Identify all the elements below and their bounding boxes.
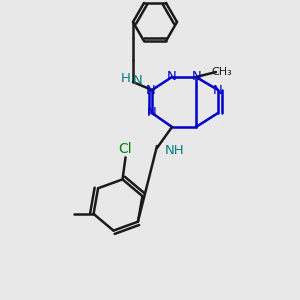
Text: NH: NH	[165, 143, 184, 157]
Text: Cl: Cl	[119, 142, 132, 156]
Text: N: N	[146, 83, 156, 97]
Text: H: H	[121, 73, 131, 85]
Text: N: N	[133, 74, 143, 86]
Text: N: N	[192, 70, 202, 83]
Text: CH₃: CH₃	[212, 67, 233, 77]
Text: N: N	[213, 83, 223, 97]
Text: N: N	[167, 70, 177, 83]
Text: N: N	[147, 106, 157, 119]
